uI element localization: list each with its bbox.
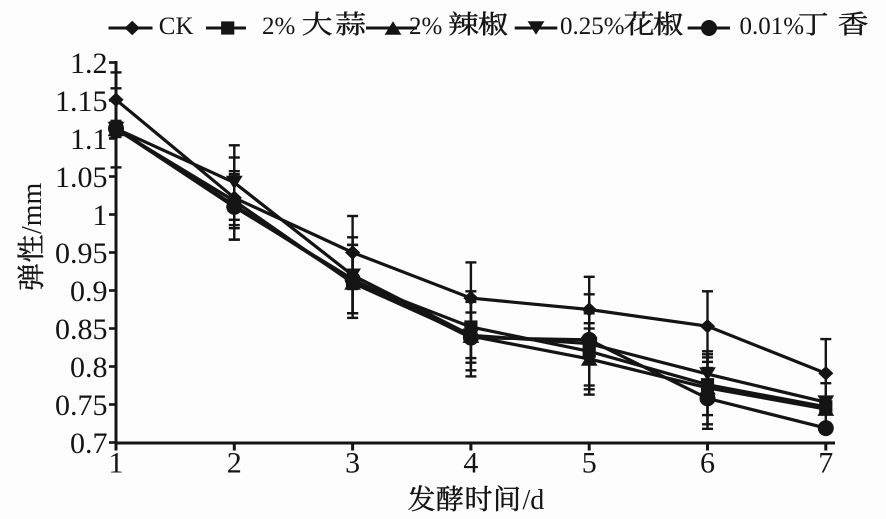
svg-text:1.2: 1.2 [70, 47, 108, 80]
svg-text:0.85: 0.85 [55, 313, 108, 346]
svg-text:3: 3 [345, 447, 360, 480]
svg-text:/mm: /mm [17, 182, 48, 234]
svg-text:5: 5 [582, 447, 597, 480]
svg-text:7: 7 [818, 447, 833, 480]
svg-text:/d: /d [523, 485, 545, 516]
svg-text:0.25%: 0.25% [560, 13, 625, 40]
svg-text:2%: 2% [262, 13, 295, 40]
svg-text:0.7: 0.7 [70, 427, 108, 460]
svg-text:2%: 2% [409, 13, 442, 40]
svg-text:0.8: 0.8 [70, 351, 108, 384]
svg-text:2: 2 [227, 447, 242, 480]
svg-text:0.9: 0.9 [70, 275, 108, 308]
svg-text:0.75: 0.75 [55, 389, 108, 422]
svg-text:CK: CK [159, 13, 194, 40]
svg-text:1.1: 1.1 [70, 123, 108, 156]
svg-text:6: 6 [700, 447, 715, 480]
svg-text:0.95: 0.95 [55, 237, 108, 270]
svg-text:4: 4 [463, 447, 478, 480]
svg-text:1: 1 [93, 199, 108, 232]
svg-text:1.15: 1.15 [55, 85, 108, 118]
svg-text:0.01%: 0.01% [740, 13, 805, 40]
svg-text:1: 1 [109, 447, 124, 480]
svg-text:1.05: 1.05 [55, 161, 108, 194]
